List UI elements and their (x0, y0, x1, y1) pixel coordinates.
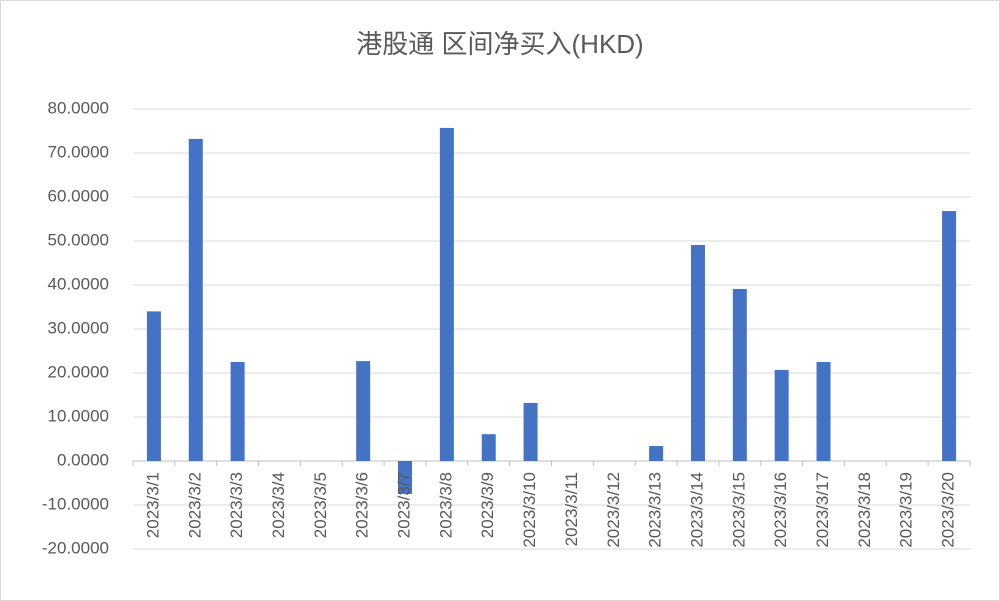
x-tick-label: 2023/3/3 (227, 472, 246, 538)
x-tick-label: 2023/3/10 (520, 472, 539, 548)
bar (356, 361, 371, 461)
x-tick-label: 2023/3/17 (813, 472, 832, 548)
bar (523, 402, 538, 461)
y-tick-label: 60.0000 (48, 186, 109, 205)
x-tick-label: 2023/3/16 (771, 472, 790, 548)
y-tick-label: 70.0000 (48, 142, 109, 161)
y-tick-label: -10.0000 (42, 494, 109, 513)
x-tick-label: 2023/3/2 (185, 472, 204, 538)
y-tick-label: -20.0000 (42, 538, 109, 557)
x-tick-label: 2023/3/20 (939, 472, 958, 548)
x-tick-label: 2023/3/7 (395, 472, 414, 538)
x-tick-label: 2023/3/1 (143, 472, 162, 538)
y-tick-label: 80.0000 (48, 98, 109, 117)
x-tick-label: 2023/3/13 (646, 472, 665, 548)
bar (146, 311, 161, 461)
x-tick-label: 2023/3/19 (897, 472, 916, 548)
x-tick-label: 2023/3/9 (478, 472, 497, 538)
bar (230, 362, 245, 461)
bar (649, 446, 664, 461)
x-tick-label: 2023/3/15 (729, 472, 748, 548)
x-tick-label: 2023/3/5 (311, 472, 330, 538)
bar (816, 362, 831, 461)
y-tick-label: 50.0000 (48, 230, 109, 249)
x-tick-label: 2023/3/8 (436, 472, 455, 538)
bar (774, 369, 789, 461)
x-tick-label: 2023/3/4 (269, 472, 288, 538)
bar (439, 127, 454, 462)
bar (732, 288, 747, 461)
x-tick-label: 2023/3/14 (687, 472, 706, 548)
bar (942, 211, 957, 461)
bar (690, 244, 705, 461)
y-tick-label: 30.0000 (48, 318, 109, 337)
y-tick-label: 40.0000 (48, 274, 109, 293)
x-tick-label: 2023/3/12 (604, 472, 623, 548)
x-tick-label: 2023/3/6 (353, 472, 372, 538)
bar (188, 138, 203, 462)
x-tick-label: 2023/3/11 (562, 472, 581, 546)
x-tick-label: 2023/3/18 (855, 472, 874, 548)
bar (398, 461, 413, 494)
chart-title: 港股通 区间净买入(HKD) (356, 29, 643, 59)
bar (481, 434, 496, 461)
y-tick-label: 0.0000 (57, 450, 109, 469)
y-tick-label: 20.0000 (48, 362, 109, 381)
y-tick-label: 10.0000 (48, 406, 109, 425)
